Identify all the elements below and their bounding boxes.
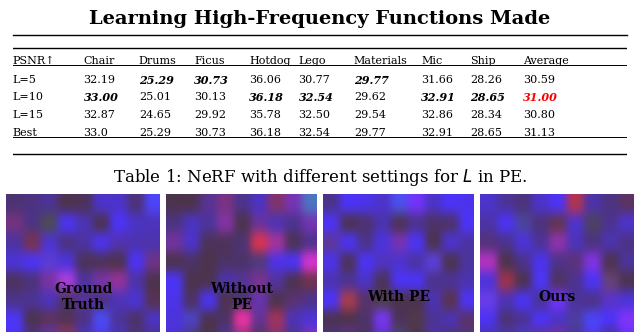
Text: 36.18: 36.18 xyxy=(250,128,282,138)
Text: 35.78: 35.78 xyxy=(250,110,281,120)
Text: Ours: Ours xyxy=(538,290,575,304)
Text: 28.26: 28.26 xyxy=(470,75,502,85)
Text: 29.62: 29.62 xyxy=(354,92,386,103)
Text: 32.54: 32.54 xyxy=(298,92,333,104)
Text: 36.18: 36.18 xyxy=(250,92,284,104)
Text: Materials: Materials xyxy=(354,56,408,66)
Text: 33.00: 33.00 xyxy=(83,92,118,104)
Text: L=5: L=5 xyxy=(13,75,36,85)
Text: 31.00: 31.00 xyxy=(523,92,557,104)
Text: Ground
Truth: Ground Truth xyxy=(54,282,113,313)
Text: 32.86: 32.86 xyxy=(421,110,453,120)
Text: Without
PE: Without PE xyxy=(210,282,273,313)
Text: 29.92: 29.92 xyxy=(194,110,226,120)
Text: Ship: Ship xyxy=(470,56,496,66)
Text: PSNR↑: PSNR↑ xyxy=(13,56,55,66)
Text: 25.29: 25.29 xyxy=(139,128,171,138)
Text: Average: Average xyxy=(523,56,568,66)
Text: With PE: With PE xyxy=(367,290,430,304)
Text: Best: Best xyxy=(13,128,38,138)
Text: 33.0: 33.0 xyxy=(83,128,108,138)
Text: 28.34: 28.34 xyxy=(470,110,502,120)
Text: L=10: L=10 xyxy=(13,92,44,103)
Text: 29.77: 29.77 xyxy=(354,128,385,138)
Text: 30.77: 30.77 xyxy=(298,75,330,85)
Text: 32.50: 32.50 xyxy=(298,110,330,120)
Text: Ficus: Ficus xyxy=(194,56,225,66)
Text: 32.91: 32.91 xyxy=(421,92,456,104)
Text: 29.77: 29.77 xyxy=(354,75,388,86)
Text: 30.80: 30.80 xyxy=(523,110,555,120)
Text: Hotdog: Hotdog xyxy=(250,56,291,66)
Text: L=15: L=15 xyxy=(13,110,44,120)
Text: Lego: Lego xyxy=(298,56,326,66)
Text: 32.19: 32.19 xyxy=(83,75,115,85)
Text: 30.73: 30.73 xyxy=(194,128,226,138)
Text: 32.87: 32.87 xyxy=(83,110,115,120)
Text: 32.54: 32.54 xyxy=(298,128,330,138)
Text: Drums: Drums xyxy=(139,56,177,66)
Text: 28.65: 28.65 xyxy=(470,92,506,104)
Text: Table 1: NeRF with different settings for $L$ in PE.: Table 1: NeRF with different settings fo… xyxy=(113,168,527,189)
Text: 25.01: 25.01 xyxy=(139,92,171,103)
Text: 30.73: 30.73 xyxy=(194,75,229,86)
Text: 30.59: 30.59 xyxy=(523,75,555,85)
Text: 36.06: 36.06 xyxy=(250,75,282,85)
Text: 30.13: 30.13 xyxy=(194,92,226,103)
Text: 32.91: 32.91 xyxy=(421,128,453,138)
Text: 29.54: 29.54 xyxy=(354,110,386,120)
Text: 25.29: 25.29 xyxy=(139,75,173,86)
Text: 24.65: 24.65 xyxy=(139,110,171,120)
Text: Mic: Mic xyxy=(421,56,443,66)
Text: Chair: Chair xyxy=(83,56,115,66)
Text: 31.66: 31.66 xyxy=(421,75,453,85)
Text: 28.65: 28.65 xyxy=(470,128,502,138)
Text: Learning High-Frequency Functions Made: Learning High-Frequency Functions Made xyxy=(90,10,550,28)
Text: 31.13: 31.13 xyxy=(523,128,555,138)
